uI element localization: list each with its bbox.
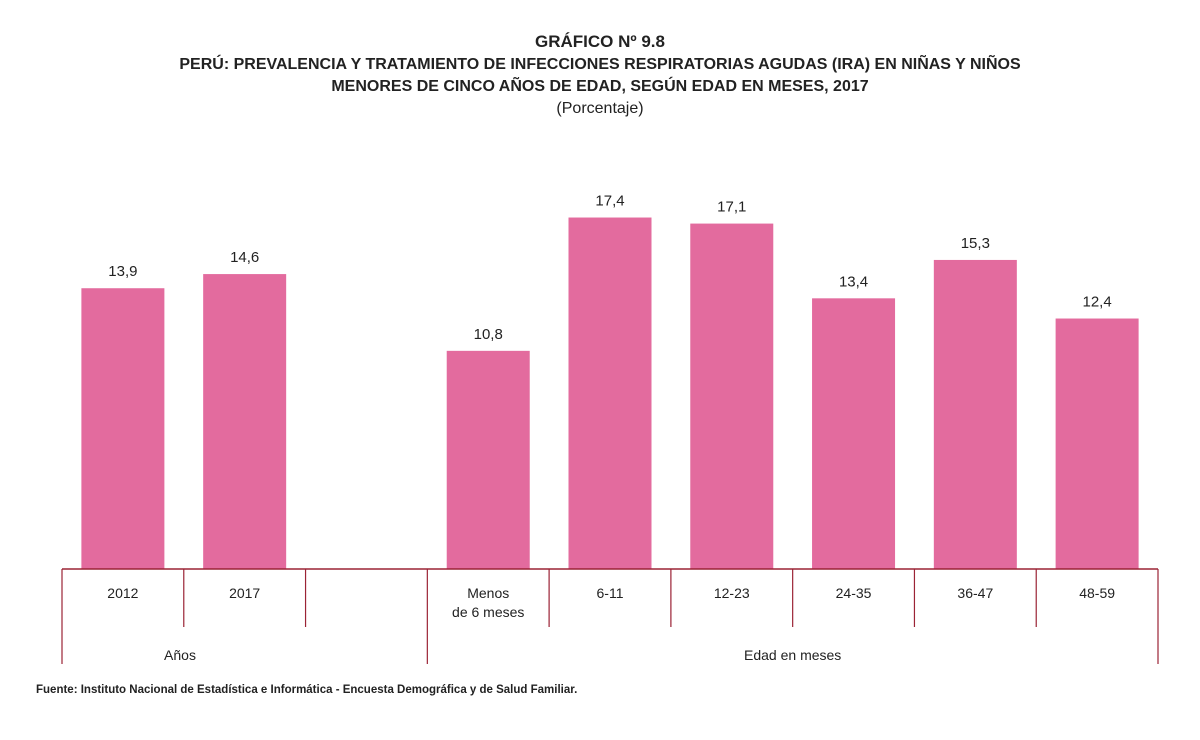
value-label: 14,6 xyxy=(230,249,259,266)
bar xyxy=(81,288,165,569)
chart-number: GRÁFICO Nº 9.8 xyxy=(535,32,665,51)
category-label: 12-23 xyxy=(714,585,750,601)
group-label: Edad en meses xyxy=(744,647,841,663)
category-label: 48-59 xyxy=(1079,585,1115,601)
category-label: 6-11 xyxy=(597,585,624,601)
chart-titles: GRÁFICO Nº 9.8 PERÚ: PREVALENCIA Y TRATA… xyxy=(0,30,1200,120)
bar xyxy=(446,350,530,569)
bar xyxy=(1055,318,1139,569)
bar xyxy=(568,217,652,569)
category-label: Menos de 6 meses xyxy=(452,585,524,620)
category-label: 24-35 xyxy=(836,585,872,601)
bar xyxy=(690,223,774,569)
chart-title-line-2: MENORES DE CINCO AÑOS DE EDAD, SEGÚN EDA… xyxy=(331,78,869,95)
value-label: 15,3 xyxy=(961,235,990,252)
category-label: 36-47 xyxy=(957,585,993,601)
chart-title-line-1: PERÚ: PREVALENCIA Y TRATAMIENTO DE INFEC… xyxy=(179,56,1021,73)
value-label: 17,1 xyxy=(717,199,746,216)
value-label: 13,9 xyxy=(108,263,137,280)
group-label: Años xyxy=(164,647,196,663)
value-label: 12,4 xyxy=(1083,294,1112,311)
bar xyxy=(812,298,896,569)
source-note: Fuente: Instituto Nacional de Estadístic… xyxy=(36,684,578,696)
value-label: 17,4 xyxy=(595,193,624,210)
category-label: 2012 xyxy=(107,585,138,601)
chart-subtitle: (Porcentaje) xyxy=(556,100,644,117)
bar xyxy=(933,259,1017,569)
bar xyxy=(203,274,287,569)
category-label: 2017 xyxy=(229,585,260,601)
value-label: 13,4 xyxy=(839,273,868,290)
value-label: 10,8 xyxy=(474,326,503,343)
